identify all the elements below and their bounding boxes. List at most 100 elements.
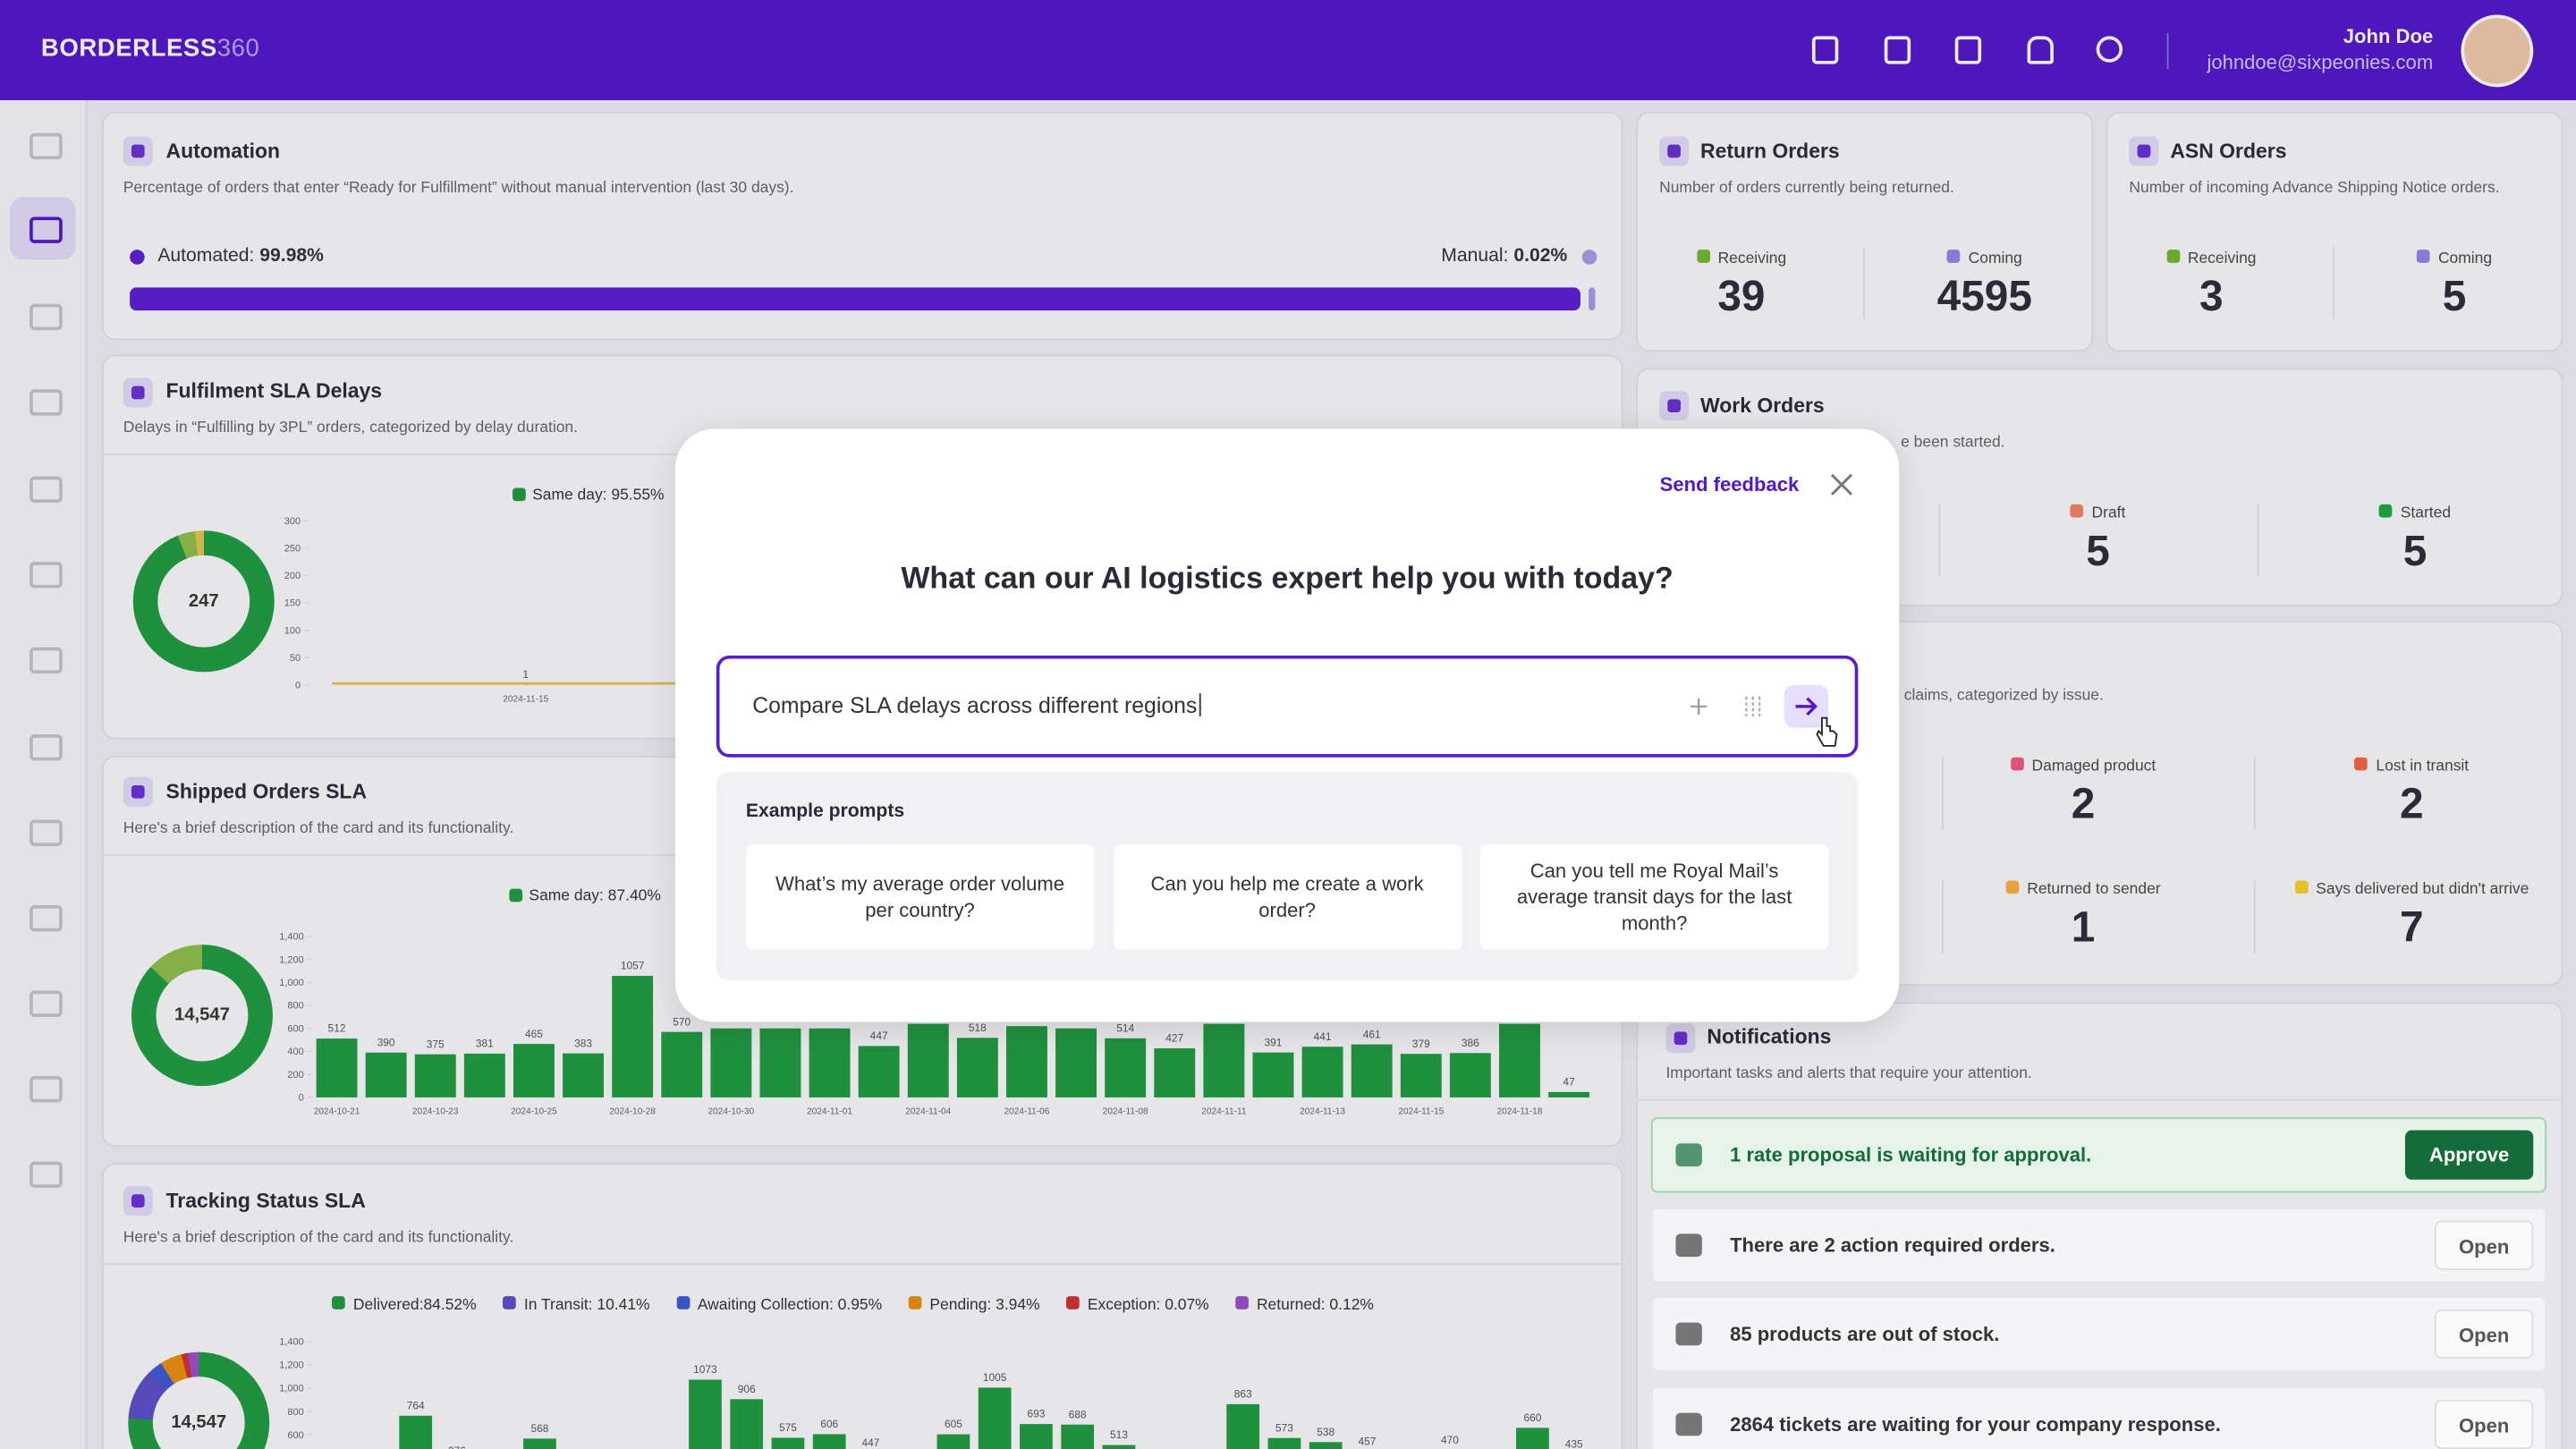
bar [1006, 1026, 1047, 1097]
notification-action[interactable]: Open [2435, 1219, 2534, 1269]
y-tick-label: 200 [287, 1070, 303, 1080]
brand-name: BORDERLESS [40, 34, 217, 63]
bar [661, 1031, 703, 1097]
reports-icon[interactable] [1811, 36, 1839, 64]
label: Manual: [1441, 246, 1509, 267]
x-tick-label: 2024-11-18 [1497, 1106, 1543, 1116]
prompt-input[interactable] [716, 655, 1859, 758]
x-tick-label: 2024-11-15 [1398, 1106, 1444, 1116]
card-description: Number of incoming Advance Shipping Noti… [2129, 179, 2500, 198]
x-tick-label: 2024-11-08 [1103, 1106, 1148, 1116]
nav-shipping[interactable] [30, 734, 63, 761]
legend-entry[interactable]: Returned: 0.12% [1235, 1296, 1374, 1314]
donut [132, 530, 275, 673]
card-title: Fulfilment SLA Delays [165, 379, 383, 403]
nav-analytics[interactable] [30, 1076, 63, 1103]
y-tick-label: 1,400 [279, 932, 304, 943]
card-description: Percentage of orders that enter “Ready f… [123, 179, 794, 198]
bar [771, 1437, 805, 1449]
notification-action[interactable]: Open [2435, 1309, 2534, 1359]
legend-entry[interactable]: In Transit: 10.41% [503, 1296, 650, 1314]
nav-filter[interactable] [30, 132, 63, 160]
help-icon[interactable] [2096, 36, 2123, 63]
legend-swatch [675, 1296, 690, 1309]
calculator-icon[interactable] [1884, 36, 1911, 64]
settings-button[interactable] [1743, 695, 1763, 718]
y-tick-label: 250 [284, 544, 301, 555]
stat-value: 39 [1717, 271, 1766, 321]
stat-label-text: Returned to sender [2027, 880, 2161, 899]
avatar[interactable] [2461, 14, 2534, 88]
card-title: Shipped Orders SLA [165, 780, 368, 804]
bar [316, 1038, 358, 1097]
user-email: johndoe@sixpeonies.com [2207, 50, 2434, 74]
bar [858, 1046, 900, 1097]
stat-label: Returned to sender [1902, 880, 2264, 899]
nav-tickets[interactable] [30, 990, 63, 1017]
example-prompt[interactable]: Can you tell me Royal Mail’s average tra… [1479, 844, 1829, 950]
bar [1351, 1044, 1393, 1097]
example-prompt[interactable]: Can you help me create a work order? [1113, 844, 1462, 950]
divider [2257, 504, 2259, 577]
divider [2166, 32, 2169, 70]
stat-label-text: Started [2400, 504, 2452, 523]
brand[interactable]: BORDERLESS360 [41, 35, 260, 63]
y-tick-label: 150 [284, 598, 301, 609]
stat-label: Receiving [2030, 250, 2392, 267]
cursor [1816, 716, 1838, 747]
legend-entry[interactable]: Delivered:84.52% [332, 1296, 477, 1314]
bar-value-label: 391 [1265, 1036, 1283, 1048]
legend-entry[interactable]: Awaiting Collection: 0.95% [675, 1296, 882, 1314]
nav-inventory[interactable] [30, 303, 63, 331]
nav-reports[interactable] [30, 905, 63, 932]
nav-home[interactable] [30, 216, 63, 243]
add-button[interactable] [1689, 697, 1708, 716]
sidebar [0, 100, 88, 1449]
card-icon [2129, 136, 2159, 166]
user-name: John Doe [2343, 24, 2434, 48]
stat-value: 7 [2400, 902, 2424, 952]
nav-archive[interactable] [30, 647, 63, 674]
bar [1516, 1428, 1549, 1449]
nav-warehouse[interactable] [30, 819, 63, 846]
header [0, 0, 2576, 101]
y-tick-label: 800 [287, 1001, 303, 1012]
stat-swatch [2010, 757, 2024, 771]
bar [1102, 1445, 1136, 1449]
legend-entry[interactable]: Exception: 0.07% [1066, 1296, 1209, 1314]
bar-value-label: 512 [328, 1022, 346, 1035]
legend-swatch [513, 487, 526, 502]
stat-value: 1 [2071, 902, 2096, 952]
notification-action[interactable]: Open [2435, 1398, 2534, 1449]
stat-label-text: Receiving [1717, 250, 1787, 268]
calendar-icon[interactable] [1954, 36, 1982, 64]
bar-value-label: 465 [525, 1028, 543, 1040]
x-tick-label: 2024-10-30 [708, 1106, 755, 1116]
bar [1154, 1048, 1196, 1097]
legend-entry[interactable]: Pending: 3.94% [908, 1296, 1040, 1314]
bar-value-label: 514 [1116, 1022, 1134, 1035]
nav-orders[interactable] [30, 562, 63, 589]
y-tick-label: 600 [287, 1430, 303, 1441]
close-button[interactable] [1830, 473, 1853, 496]
bar-value-label: 441 [1314, 1030, 1332, 1043]
stat-swatch [2378, 504, 2393, 518]
brand-suffix: 360 [216, 34, 260, 63]
send-feedback-link[interactable]: Send feedback [1659, 472, 1800, 496]
legend-entry[interactable]: Same day: 87.40% [529, 886, 661, 906]
bar [809, 1028, 851, 1097]
bar [563, 1053, 605, 1097]
bell-icon[interactable] [2027, 36, 2054, 64]
bar-value-label: 863 [1234, 1388, 1252, 1401]
x-tick-label: 2024-11-06 [1004, 1106, 1050, 1116]
nav-settings[interactable] [30, 1161, 63, 1188]
notification-action[interactable]: Approve [2404, 1130, 2534, 1180]
example-prompt[interactable]: What’s my average order volume per count… [745, 844, 1095, 950]
legend-entry[interactable]: Same day: 95.55% [532, 486, 665, 504]
bar [759, 1028, 801, 1097]
bar-value-label: 573 [1275, 1421, 1293, 1434]
nav-home-active[interactable] [10, 197, 76, 260]
nav-products[interactable] [30, 476, 63, 504]
nav-stock[interactable] [30, 389, 63, 416]
